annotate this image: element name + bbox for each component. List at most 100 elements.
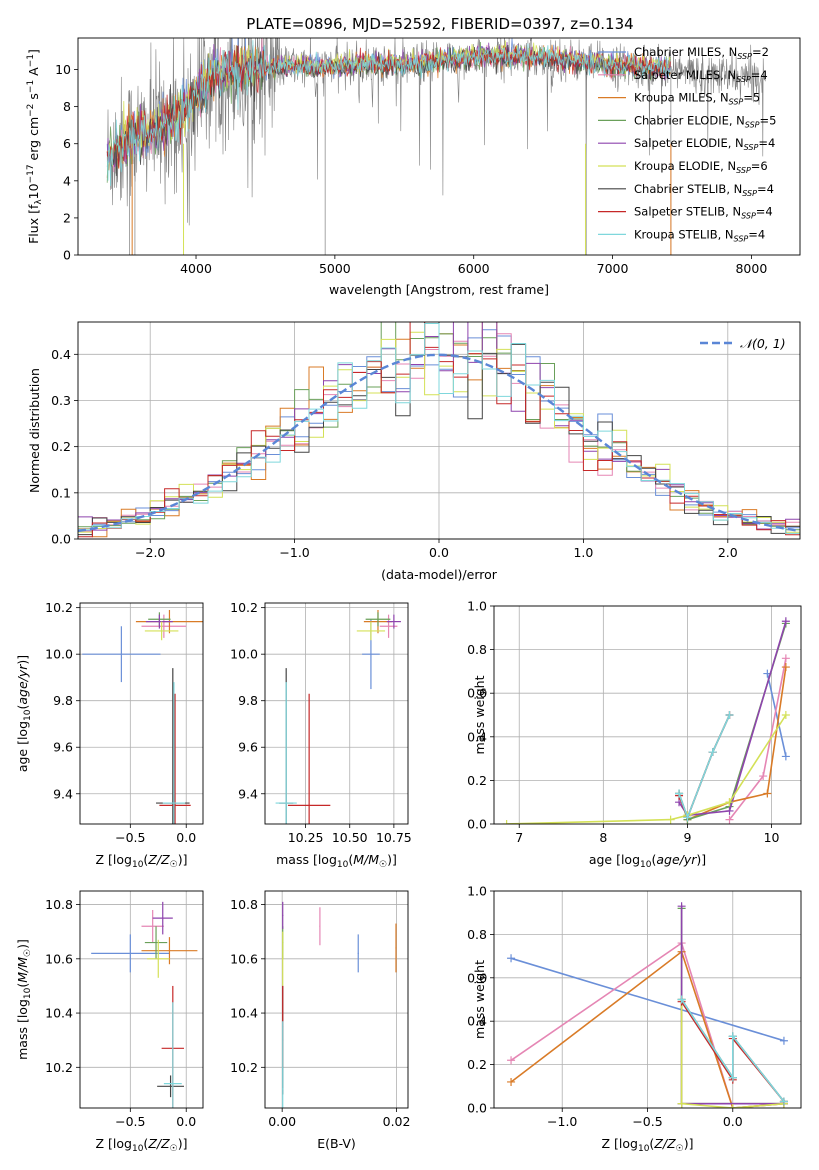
y-tick-label: 10.6 xyxy=(230,951,258,966)
x-tick-label: 2.0 xyxy=(718,545,738,560)
y-tick-label: 9.8 xyxy=(238,693,258,708)
legend-label: Salpeter MILES, NSSP=4 xyxy=(634,68,768,84)
panel-weight_vs_Z: −1.0 −0.5 0.0 0.0 0.2 0.4 0.6 0.8 1.0 Z [log10(Z/… xyxy=(467,884,802,1154)
error-bar-point-1 xyxy=(379,614,398,638)
y-tick-label: 0.0 xyxy=(467,1101,487,1116)
x-axis-label: age [log10(age/yr)] xyxy=(589,852,706,870)
grid-lines xyxy=(494,605,801,825)
plot-area xyxy=(78,322,800,538)
model-line-7 xyxy=(106,45,671,168)
x-tick-label: 10.25 xyxy=(288,830,324,845)
legend-label: Kroupa ELODIE, NSSP=6 xyxy=(634,159,768,175)
panel-spectrum: 4000 5000 6000 7000 8000 0 2 4 6 8 10 wavelength [A… xyxy=(26,37,801,297)
histogram-step-2 xyxy=(78,322,800,538)
error-bar-point-1 xyxy=(141,614,187,638)
error-bar-point-5 xyxy=(144,621,179,641)
y-tick-label: 1.0 xyxy=(467,884,487,899)
y-tick-label: 10.4 xyxy=(45,1006,73,1021)
y-tick-label: 9.6 xyxy=(238,740,258,755)
x-axis-label: mass [log10(M/M☉)] xyxy=(276,852,397,870)
y-tick-label: 0.1 xyxy=(51,485,71,500)
y-tick-label: 0.4 xyxy=(51,347,71,362)
error-bar-point-3 xyxy=(144,926,168,959)
plus-marker xyxy=(759,772,768,781)
error-bar-point-6 xyxy=(157,1075,184,1098)
x-tick-label: 10.75 xyxy=(376,830,412,845)
axes-frame xyxy=(493,890,802,1109)
error-bar-point-8 xyxy=(163,1002,182,1108)
legend-label: Chabrier STELIB, NSSP=4 xyxy=(634,182,774,198)
x-axis-label: wavelength [Angstrom, rest frame] xyxy=(329,282,549,297)
y-tick-label: 10 xyxy=(55,62,71,77)
y-axis-label: Normed distribution xyxy=(27,368,42,493)
y-tick-label: 10.0 xyxy=(45,647,73,662)
error-bar-point-1 xyxy=(319,907,321,946)
plus-marker xyxy=(507,1056,516,1065)
axes-frame xyxy=(493,605,802,825)
figure-title: PLATE=0896, MJD=52592, FIBERID=0397, z=0… xyxy=(246,15,633,33)
error-bar-point-4 xyxy=(282,901,284,929)
x-tick-label: 0.0 xyxy=(723,1114,743,1129)
plus-marker xyxy=(779,1036,788,1045)
x-tick-label: 0.0 xyxy=(429,545,449,560)
error-bar-point-0 xyxy=(357,934,359,973)
y-tick-label: 0.4 xyxy=(467,1014,487,1029)
y-tick-label: 9.4 xyxy=(238,786,258,801)
legend-label: Salpeter ELODIE, NSSP=4 xyxy=(634,136,775,152)
x-tick-label: −1.0 xyxy=(279,545,309,560)
grid-lines xyxy=(265,603,408,824)
normal-curve xyxy=(78,353,798,533)
y-tick-label: 10.6 xyxy=(45,951,73,966)
plus-marker xyxy=(683,813,692,822)
x-tick-label: 7000 xyxy=(597,261,629,276)
x-tick-label: 5000 xyxy=(319,261,351,276)
error-bar-point-7 xyxy=(287,693,331,824)
legend-label: Kroupa STELIB, NSSP=4 xyxy=(634,227,765,243)
weight-line-3 xyxy=(678,623,787,821)
x-tick-label: 4000 xyxy=(180,261,212,276)
plot-area xyxy=(82,609,203,824)
axes-frame xyxy=(264,890,409,1109)
grid-lines xyxy=(265,891,408,1108)
axes-frame xyxy=(77,37,801,256)
x-tick-label: −0.5 xyxy=(632,1114,662,1129)
x-tick-label: −0.5 xyxy=(115,1114,145,1129)
x-tick-label: 10.50 xyxy=(332,830,368,845)
plus-marker xyxy=(507,954,516,963)
error-bar-point-2 xyxy=(141,937,198,965)
y-axis-label: mass weight xyxy=(472,960,487,1039)
x-axis-label: Z [log10(Z/Z☉)] xyxy=(96,852,188,870)
legend-label: Chabrier ELODIE, NSSP=5 xyxy=(634,113,776,129)
x-axis-label: E(B-V) xyxy=(317,1136,356,1151)
x-tick-label: −0.5 xyxy=(115,830,145,845)
panel-mass_vs_Z: −0.5 0.0 10.2 10.4 10.6 10.8 Z [log10(Z/Z☉)] ma… xyxy=(15,890,204,1154)
x-tick-label: 7 xyxy=(515,830,523,845)
plus-marker xyxy=(677,1099,686,1108)
panel-weight_vs_age: 7 8 9 10 0.0 0.2 0.4 0.6 0.8 1.0 age [log10(age/yr… xyxy=(467,599,802,870)
x-tick-label: 8000 xyxy=(735,261,767,276)
y-axis-label: Flux [fλ10−17 erg cm−2 s−1 A−1] xyxy=(26,49,44,244)
y-tick-label: 0.0 xyxy=(467,817,487,832)
x-axis-label: Z [log10(Z/Z☉)] xyxy=(602,1136,694,1154)
plot-area xyxy=(507,902,788,1108)
x-axis-label: Z [log10(Z/Z☉)] xyxy=(96,1136,188,1154)
plus-marker xyxy=(677,995,686,1004)
error-bar-point-8 xyxy=(282,1021,284,1108)
y-tick-label: 2 xyxy=(63,210,71,225)
weight-line-5 xyxy=(506,714,787,824)
plus-marker xyxy=(507,1077,516,1086)
error-bar-point-5 xyxy=(147,939,170,978)
x-tick-label: 0.0 xyxy=(176,830,196,845)
plot-area xyxy=(91,901,198,1108)
grid-lines xyxy=(80,603,203,824)
error-bar-point-7 xyxy=(159,693,191,824)
error-bar-point-3 xyxy=(365,612,391,627)
y-tick-label: 0.8 xyxy=(467,927,487,942)
y-tick-label: 6 xyxy=(63,136,71,151)
error-bar-point-1 xyxy=(141,909,164,943)
error-bar-point-8 xyxy=(275,682,297,824)
y-tick-label: 0.8 xyxy=(467,642,487,657)
histogram-step-8 xyxy=(78,323,800,534)
model-line-8 xyxy=(106,40,671,187)
